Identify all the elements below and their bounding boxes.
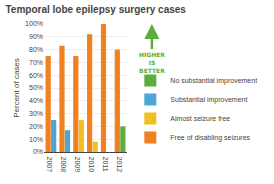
svg-text:10%: 10% (29, 136, 43, 143)
svg-text:100%: 100% (25, 20, 43, 27)
svg-text:Substantial improvement: Substantial improvement (170, 96, 247, 104)
svg-text:HIGHERISBETTER: HIGHERISBETTER (139, 51, 165, 74)
svg-text:Almost seizure free: Almost seizure free (170, 115, 230, 122)
svg-text:70%: 70% (29, 59, 43, 66)
svg-text:2010: 2010 (88, 157, 95, 173)
svg-text:2007: 2007 (46, 157, 53, 173)
svg-text:2009: 2009 (74, 157, 81, 173)
svg-text:2011: 2011 (102, 157, 109, 172)
svg-text:40%: 40% (29, 97, 43, 104)
svg-text:No substantial improvement: No substantial improvement (170, 77, 257, 85)
svg-text:50%: 50% (29, 84, 43, 91)
svg-text:Temporal lobe epilepsy surgery: Temporal lobe epilepsy surgery cases (5, 4, 186, 15)
svg-text:2012: 2012 (116, 157, 123, 173)
svg-text:80%: 80% (29, 46, 43, 53)
svg-text:2008: 2008 (60, 157, 67, 173)
svg-text:60%: 60% (29, 72, 43, 79)
svg-text:30%: 30% (29, 110, 43, 117)
svg-text:0%: 0% (33, 148, 43, 155)
svg-text:20%: 20% (29, 123, 43, 130)
svg-text:Percent of cases: Percent of cases (12, 58, 21, 118)
svg-text:Free of disabling seizures: Free of disabling seizures (170, 134, 250, 142)
svg-text:90%: 90% (29, 33, 43, 40)
